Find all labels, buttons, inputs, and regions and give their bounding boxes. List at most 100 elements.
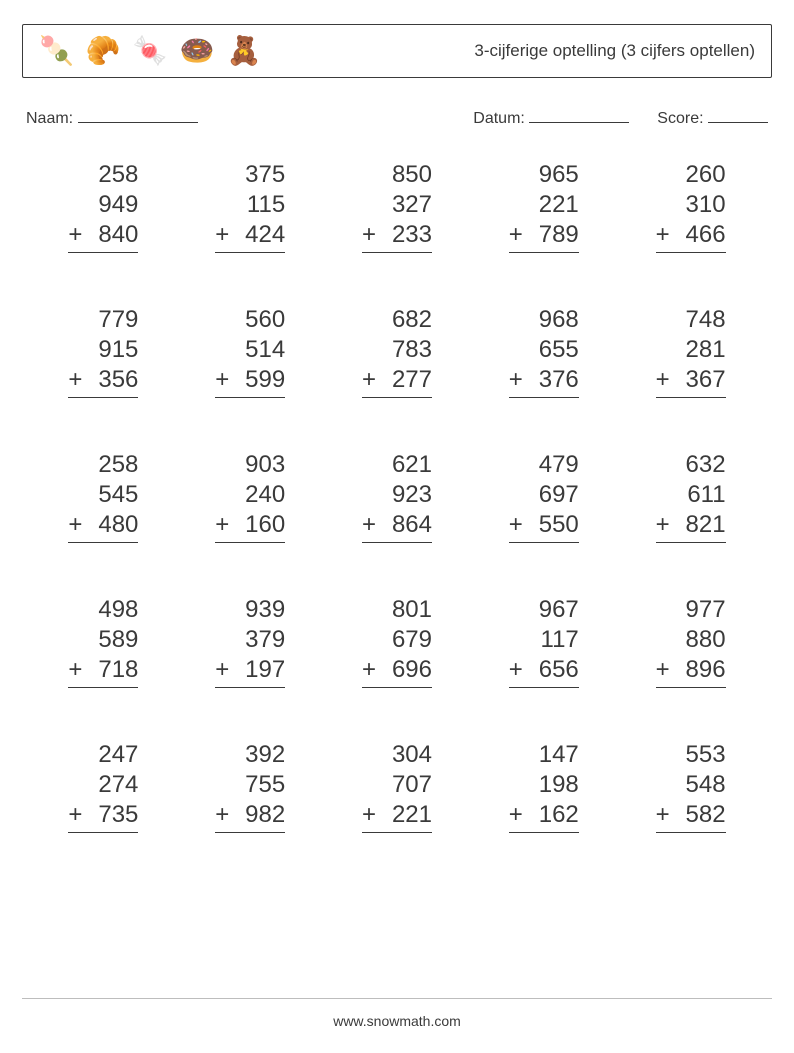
addend-1: 779 [68,305,138,335]
addend-3-row: +160 [215,510,285,543]
problem: 977880+896 [617,595,764,688]
addend-2: 514 [215,335,285,365]
plus-sign: + [656,365,670,395]
problem: 967117+656 [470,595,617,688]
addend-2: 327 [362,190,432,220]
addend-2: 697 [509,480,579,510]
addition-stack: 375115+424 [215,160,285,253]
addend-3: 221 [392,801,432,828]
addend-3: 376 [539,366,579,393]
addend-3-row: +466 [656,220,726,253]
addend-3-row: +982 [215,800,285,833]
addend-1: 903 [215,450,285,480]
addition-stack: 392755+982 [215,740,285,833]
teddy-icon: 🧸 [227,37,262,65]
addend-2: 783 [362,335,432,365]
problem: 247274+735 [30,740,177,833]
addend-1: 977 [656,595,726,625]
plus-sign: + [509,655,523,685]
problem: 560514+599 [177,305,324,398]
addend-2: 755 [215,770,285,800]
addend-3: 840 [98,221,138,248]
addend-2: 915 [68,335,138,365]
addend-3: 356 [98,366,138,393]
addend-3-row: +197 [215,655,285,688]
addition-stack: 850327+233 [362,160,432,253]
addition-stack: 258949+840 [68,160,138,253]
addend-3: 367 [686,366,726,393]
addend-3: 599 [245,366,285,393]
plus-sign: + [362,365,376,395]
addend-3: 550 [539,511,579,538]
addend-3-row: +356 [68,365,138,398]
plus-sign: + [362,220,376,250]
addend-3-row: +821 [656,510,726,543]
addend-3-row: +864 [362,510,432,543]
worksheet-title: 3-cijferige optelling (3 cijfers optelle… [474,41,755,61]
score-label: Score: [657,110,703,127]
addend-2: 545 [68,480,138,510]
addition-stack: 779915+356 [68,305,138,398]
addend-2: 949 [68,190,138,220]
plus-sign: + [215,365,229,395]
addend-1: 479 [509,450,579,480]
addition-stack: 560514+599 [215,305,285,398]
problem: 375115+424 [177,160,324,253]
addend-2: 117 [509,625,579,655]
score-blank [708,106,768,123]
addition-stack: 801679+696 [362,595,432,688]
problem: 479697+550 [470,450,617,543]
addition-stack: 247274+735 [68,740,138,833]
addend-3-row: +221 [362,800,432,833]
addend-2: 611 [656,480,726,510]
addend-1: 801 [362,595,432,625]
croissant-icon: 🥐 [86,37,121,65]
problem: 968655+376 [470,305,617,398]
addition-stack: 498589+718 [68,595,138,688]
info-row: Naam: Datum: Score: [22,106,772,128]
name-blank [78,106,198,123]
plus-sign: + [362,800,376,830]
addend-1: 632 [656,450,726,480]
addition-stack: 967117+656 [509,595,579,688]
addition-stack: 258545+480 [68,450,138,543]
addend-3: 718 [98,656,138,683]
plus-sign: + [215,655,229,685]
addition-stack: 304707+221 [362,740,432,833]
addend-3: 233 [392,221,432,248]
addition-stack: 260310+466 [656,160,726,253]
plus-sign: + [656,510,670,540]
plus-sign: + [68,655,82,685]
problem-grid: 258949+840 375115+424 850327+233 965221+789… [22,160,772,833]
addend-1: 498 [68,595,138,625]
addend-2: 655 [509,335,579,365]
plus-sign: + [509,365,523,395]
plus-sign: + [362,655,376,685]
addend-3: 982 [245,801,285,828]
date-blank [529,106,629,123]
addend-3-row: +735 [68,800,138,833]
plus-sign: + [215,800,229,830]
addend-3-row: +656 [509,655,579,688]
problem: 965221+789 [470,160,617,253]
problem: 498589+718 [30,595,177,688]
problem: 553548+582 [617,740,764,833]
addition-stack: 553548+582 [656,740,726,833]
addition-stack: 977880+896 [656,595,726,688]
problem: 632611+821 [617,450,764,543]
addition-stack: 621923+864 [362,450,432,543]
name-field: Naam: [26,106,473,128]
problem: 392755+982 [177,740,324,833]
addend-1: 621 [362,450,432,480]
addend-2: 379 [215,625,285,655]
problem: 850327+233 [324,160,471,253]
problem: 147198+162 [470,740,617,833]
addend-2: 115 [215,190,285,220]
plus-sign: + [68,510,82,540]
problem: 621923+864 [324,450,471,543]
addend-3-row: +840 [68,220,138,253]
addend-3: 466 [686,221,726,248]
addend-2: 923 [362,480,432,510]
addend-2: 221 [509,190,579,220]
plus-sign: + [509,220,523,250]
